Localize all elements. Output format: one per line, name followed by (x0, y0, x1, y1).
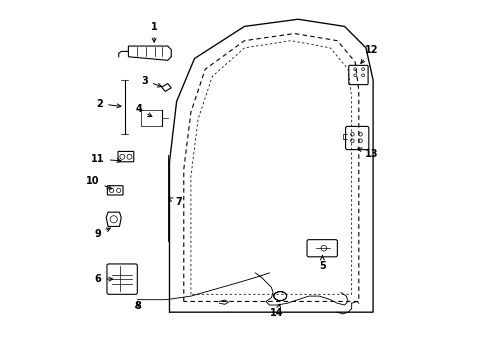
Text: 11: 11 (91, 154, 121, 164)
Text: 8: 8 (134, 301, 141, 311)
Text: 7: 7 (168, 197, 182, 207)
Text: 12: 12 (360, 45, 377, 63)
Text: 3: 3 (141, 76, 161, 87)
Text: 10: 10 (86, 176, 111, 189)
Text: 5: 5 (318, 256, 325, 271)
Text: 9: 9 (95, 228, 110, 239)
Text: 1: 1 (150, 22, 157, 42)
Text: 13: 13 (357, 148, 377, 159)
Text: 14: 14 (269, 304, 283, 319)
Text: 2: 2 (96, 99, 121, 109)
Text: 6: 6 (95, 274, 113, 284)
Text: 4: 4 (136, 104, 152, 117)
